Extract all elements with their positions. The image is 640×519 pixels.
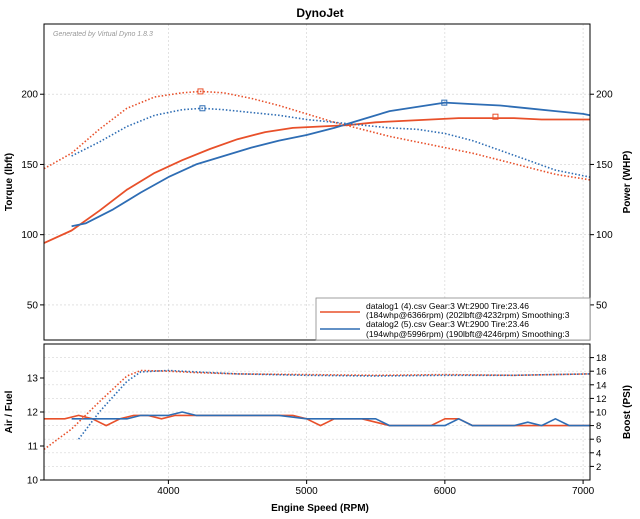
- bottom-y2-tick-label: 4: [596, 448, 601, 459]
- top-y2-tick-label: 100: [596, 230, 613, 241]
- bottom-y2-tick-label: 8: [596, 421, 601, 432]
- bottom-y2-tick-label: 16: [596, 367, 607, 378]
- top-plot-area: [44, 24, 590, 340]
- chart-title: DynoJet: [296, 6, 343, 20]
- bottom-plot-border: [43, 343, 591, 481]
- legend-box: [315, 297, 591, 341]
- bottom-y-tick-label: 11: [28, 442, 39, 453]
- bottom-y2-tick-label: 2: [596, 462, 601, 473]
- top-y2-tick-label: 150: [596, 160, 613, 171]
- top-y2-tick-label: 50: [596, 300, 608, 311]
- bottom-y2-tick-label: 6: [596, 435, 601, 446]
- top-grid: [44, 24, 590, 340]
- x-tick-label: 5000: [296, 486, 319, 497]
- top-y2-tick-label: 200: [596, 90, 613, 101]
- legend: datalog1 (4).csv Gear:3 Wt:2900 Tire:23.…: [315, 297, 591, 341]
- x-tick-label: 7000: [572, 486, 595, 497]
- bottom-y-tick-label: 10: [27, 476, 39, 487]
- bottom-y2-tick-label: 14: [596, 380, 607, 391]
- top-series: [43, 90, 591, 244]
- series-power-log2: [71, 101, 591, 228]
- x-tick-label: 6000: [434, 486, 457, 497]
- x-tick-label: 4000: [157, 486, 180, 497]
- bottom-y2-tick-label: 10: [596, 408, 607, 419]
- bottom-grid: [44, 344, 590, 480]
- peak-marker-torque-log1: [197, 88, 204, 95]
- top-y-axis-label: Torque (lbft): [4, 153, 15, 211]
- top-ticks: 50 100 150 200 50 100 150 200: [21, 90, 613, 312]
- peak-marker-power-log2: [441, 99, 448, 106]
- bottom-y2-axis-label: Boost (PSI): [622, 385, 633, 439]
- peak-marker-torque-log2: [199, 105, 206, 112]
- series-power-log1: [43, 117, 590, 244]
- top-y-tick-label: 200: [21, 90, 38, 101]
- watermark: Generated by Virtual Dyno 1.8.3: [53, 31, 153, 38]
- legend-entry-log1-line1: datalog1 (4).csv Gear:3 Wt:2900 Tire:23.…: [366, 301, 529, 311]
- series-torque-log1: [43, 90, 591, 181]
- series-air_fuel-log2: [71, 411, 590, 427]
- legend-entry-log2-line2: (194whp@5996rpm) (190lbft@4246rpm) Smoot…: [366, 329, 570, 339]
- top-y-tick-label: 50: [27, 300, 39, 311]
- bottom-y2-tick-label: 12: [596, 394, 607, 405]
- series-boost-log2: [77, 369, 591, 440]
- legend-entry-log2-line1: datalog2 (5).csv Gear:3 Wt:2900 Tire:23.…: [366, 319, 529, 329]
- peak-marker-power-log1: [492, 113, 499, 120]
- bottom-y-axis-label: Air / Fuel: [4, 390, 15, 433]
- bottom-ticks: 4000 5000 6000 7000 10 11 12 13 2 4 6 8 10 12 14 16 18: [27, 353, 607, 497]
- bottom-series: [43, 369, 591, 451]
- bottom-y-tick-label: 13: [27, 374, 39, 385]
- top-y-tick-label: 150: [21, 160, 38, 171]
- top-markers: [197, 88, 499, 120]
- series-torque-log2: [71, 107, 591, 178]
- bottom-y-tick-label: 12: [27, 408, 39, 419]
- top-y-tick-label: 100: [21, 230, 38, 241]
- legend-entry-log1-line2: (184whp@6366rpm) (202lbft@4232rpm) Smoot…: [366, 310, 570, 320]
- bottom-y2-tick-label: 18: [596, 353, 607, 364]
- x-axis-label: Engine Speed (RPM): [271, 503, 369, 514]
- top-y2-axis-label: Power (WHP): [622, 151, 633, 214]
